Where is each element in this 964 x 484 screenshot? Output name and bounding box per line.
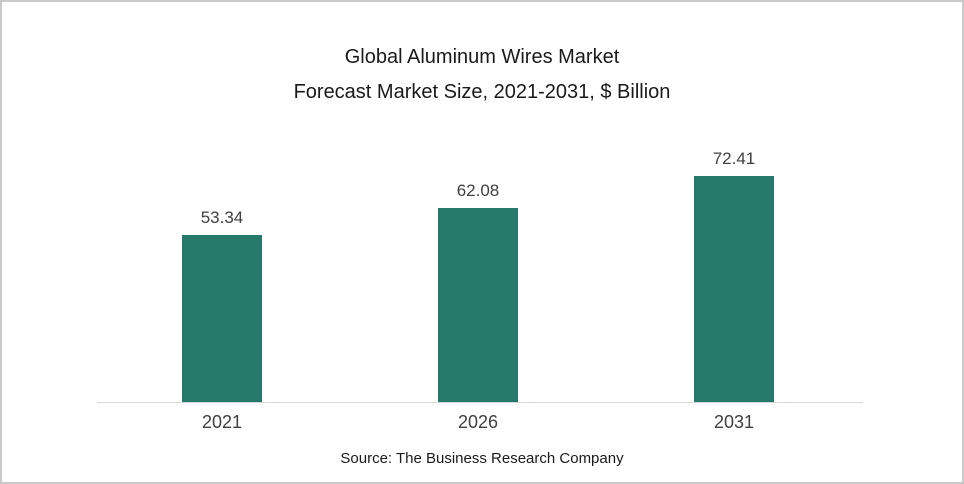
chart-title-line2: Forecast Market Size, 2021-2031, $ Billi… [293, 81, 671, 103]
chart-title-line1: Global Aluminum Wires Market [344, 46, 620, 68]
chart-title: Global Aluminum Wires Market Forecast Ma… [2, 40, 962, 110]
bar-group: 62.08 [438, 181, 518, 402]
category-label: 2031 [713, 412, 755, 432]
bar-group: 72.41 [694, 149, 774, 402]
bar [694, 176, 774, 402]
plot-area: 53.34 62.08 72.41 [97, 149, 863, 403]
bar-series: 53.34 62.08 72.41 [182, 149, 774, 402]
value-label: 72.41 [712, 149, 756, 168]
category-label: 2021 [201, 412, 243, 432]
category-label: 2026 [457, 412, 499, 432]
x-axis-labels: 2021 2026 2031 [182, 412, 774, 433]
value-label: 53.34 [200, 208, 244, 227]
bar [438, 208, 518, 402]
bar-group: 53.34 [182, 208, 262, 402]
bar [182, 235, 262, 402]
value-label: 62.08 [456, 181, 500, 200]
source-text: Source: The Business Research Company [340, 450, 624, 467]
